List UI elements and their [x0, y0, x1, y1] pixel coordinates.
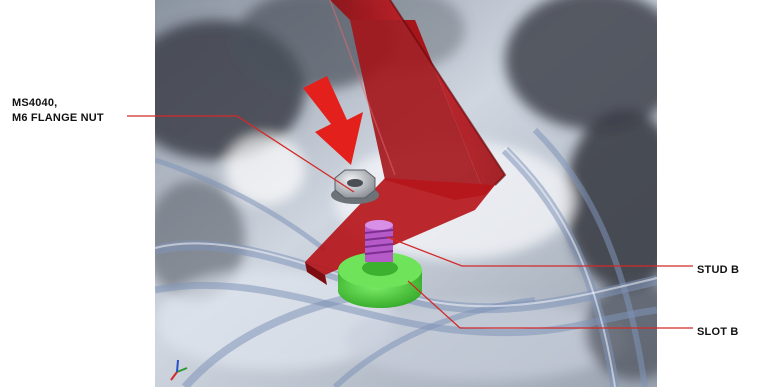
callout-slot-b: SLOT B — [697, 326, 739, 338]
slot-b-block — [338, 252, 422, 308]
render-image — [155, 0, 657, 387]
stud-b — [364, 220, 394, 262]
callout-flange-nut-line2: M6 FLANGE NUT — [12, 112, 104, 124]
callout-flange-nut: MS4040, M6 FLANGE NUT — [12, 96, 104, 126]
coordinate-triad-icon — [170, 359, 188, 381]
cad-render-viewport — [155, 0, 657, 387]
flange-nut — [331, 169, 379, 204]
callout-flange-nut-line1: MS4040, — [12, 97, 58, 109]
red-bracket — [305, 0, 507, 285]
callout-stud-b: STUD B — [697, 264, 740, 276]
